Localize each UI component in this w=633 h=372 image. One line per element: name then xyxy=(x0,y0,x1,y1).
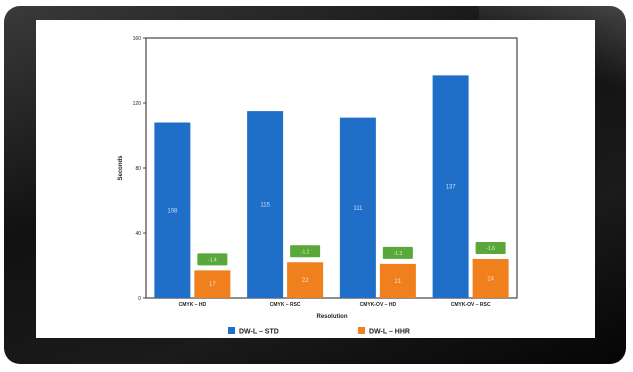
annotation-box xyxy=(475,242,506,254)
legend-label: DW-L – HHR xyxy=(369,329,410,336)
legend-label: DW-L – STD xyxy=(239,329,279,336)
legend-swatch xyxy=(358,327,365,334)
bar-std xyxy=(154,122,191,298)
annotation-label: -1.6 xyxy=(486,246,495,252)
bar-hhr xyxy=(379,263,416,298)
bar-value-label: 111 xyxy=(353,206,363,212)
bar-value-label: 22 xyxy=(302,278,309,284)
monitor-screen: 0 40 80 120 160 108 17 -1.4 115 22 -1.2 111 21 -1.3 1… xyxy=(36,20,595,338)
bar-value-label: 137 xyxy=(446,185,457,191)
bar-chart: 0 40 80 120 160 108 17 -1.4 115 22 -1.2 111 21 -1.3 1… xyxy=(118,36,518,336)
bar-std xyxy=(432,75,469,298)
y-tick-label: 160 xyxy=(133,36,142,42)
y-axis-label: Seconds xyxy=(118,155,124,181)
bar-value-label: 108 xyxy=(167,208,178,214)
annotation-box xyxy=(382,246,413,259)
bar-value-label: 21 xyxy=(395,279,402,285)
bar-hhr xyxy=(194,270,231,298)
annotation-label: -1.3 xyxy=(394,251,403,257)
bar-value-label: 17 xyxy=(209,282,216,288)
annotation-label: -1.4 xyxy=(208,257,217,263)
annotation-box xyxy=(290,245,321,258)
x-tick-label: CMYK – RSC xyxy=(270,302,301,308)
bar-std xyxy=(339,117,376,298)
bar-hhr xyxy=(472,259,509,298)
bar-value-label: 115 xyxy=(260,203,270,209)
bar-value-label: 24 xyxy=(487,277,494,283)
bar-hhr xyxy=(287,262,324,298)
legend-swatch xyxy=(228,327,235,334)
x-tick-label: CMYK-OV – HD xyxy=(360,302,397,308)
x-tick-label: CMYK-OV – RSC xyxy=(451,302,491,308)
annotation-label: -1.2 xyxy=(301,249,310,255)
x-tick-label: CMYK – HD xyxy=(179,302,207,308)
y-tick-label: 0 xyxy=(138,296,141,302)
y-tick-label: 40 xyxy=(135,231,141,237)
y-tick-label: 80 xyxy=(135,166,141,172)
annotation-box xyxy=(197,253,228,266)
bar-std xyxy=(247,111,284,298)
y-tick-label: 120 xyxy=(133,101,142,107)
x-axis-label: Resolution xyxy=(317,314,348,320)
